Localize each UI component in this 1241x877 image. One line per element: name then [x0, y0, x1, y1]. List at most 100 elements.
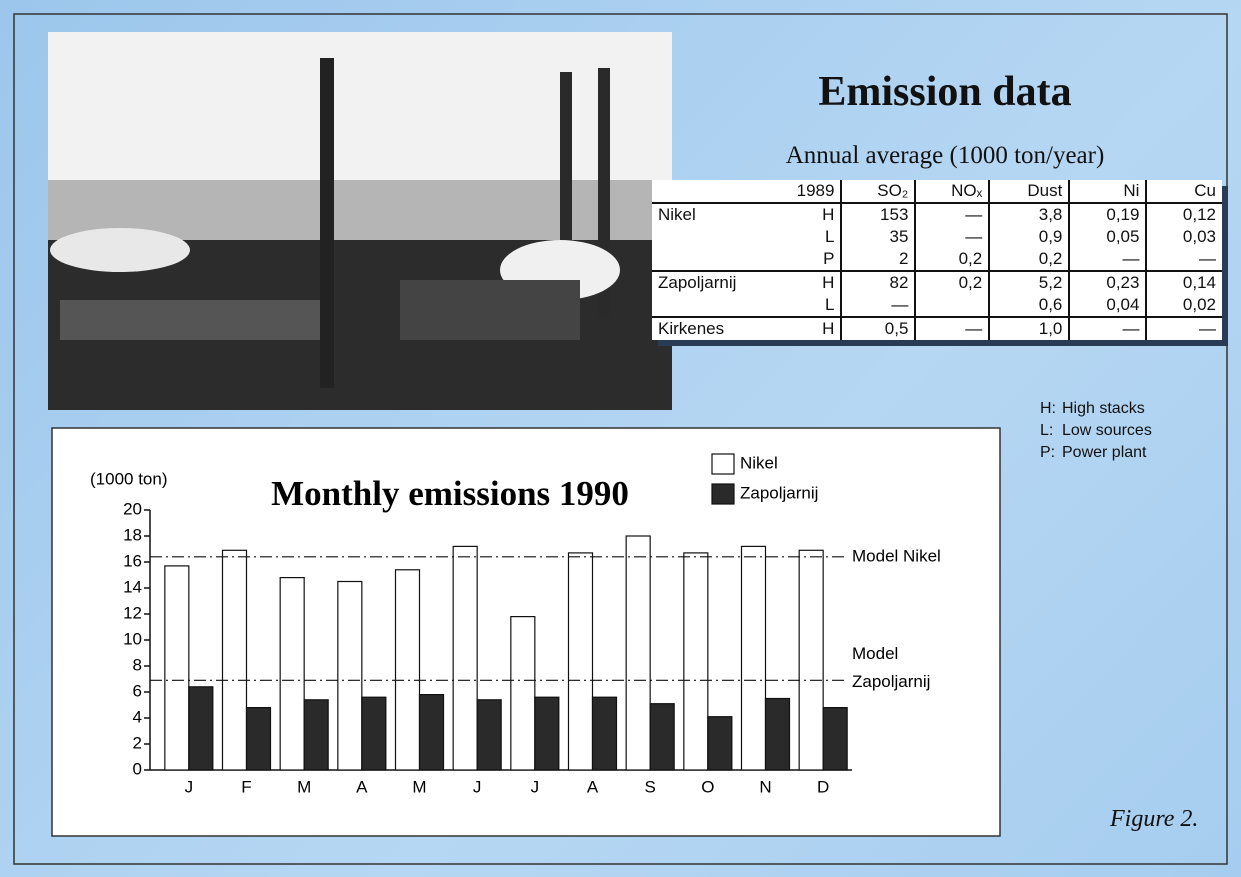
source: P — [823, 249, 835, 268]
cell: 0,03 — [1145, 226, 1222, 248]
cell: 0,04 — [1068, 294, 1147, 317]
y-tick-label: 10 — [123, 629, 142, 648]
table-row: Nikel H 153—3,8 0,19 0,12 — [652, 202, 1222, 226]
y-tick-label: 12 — [123, 603, 142, 622]
y-tick-label: 6 — [133, 681, 142, 700]
cell: 0,2 — [914, 270, 990, 294]
bar — [534, 696, 560, 771]
y-tick-label: 16 — [123, 551, 142, 570]
cell: — — [914, 316, 990, 340]
cell: 0,2 — [914, 248, 990, 271]
bar — [591, 696, 618, 771]
bar — [764, 697, 791, 771]
site — [652, 294, 800, 317]
cell: 1,0 — [988, 316, 1070, 340]
subtitle: Annual average (1000 ton/year) — [785, 142, 1105, 169]
note: L: Low sources — [1040, 420, 1152, 442]
x-tick-label: M — [412, 777, 426, 796]
source: H — [800, 270, 842, 294]
site: Nikel — [652, 202, 801, 226]
bar — [337, 580, 363, 771]
y-tick-label: 8 — [133, 655, 142, 674]
site: Kirkenes — [652, 316, 801, 340]
bar — [798, 549, 824, 771]
table-row: P 2 0,2 0,2— — — [652, 248, 1222, 271]
table-row: Zapoljarnij H 82 0,2 5,2 0,23 0,14 — [652, 270, 1222, 294]
cell: 0,23 — [1068, 270, 1147, 294]
bar — [822, 706, 848, 771]
bar — [683, 552, 709, 771]
cell: — — [914, 202, 990, 226]
x-tick-label: A — [356, 777, 368, 796]
bar — [510, 615, 536, 771]
table-row: Kirkenes H 0,5—1,0— — — [652, 316, 1222, 340]
bar — [245, 706, 272, 771]
frame — [13, 13, 1228, 865]
bar — [418, 693, 445, 771]
chart-title: Monthly emissions 1990 — [271, 474, 629, 513]
legend-swatch — [711, 453, 735, 475]
source: H — [800, 316, 842, 340]
bar — [649, 703, 675, 771]
x-tick-label: J — [185, 777, 194, 796]
title: Emission data — [818, 69, 1072, 115]
cell: 153 — [840, 202, 916, 226]
site — [652, 226, 800, 248]
y-tick-label: 0 — [133, 759, 142, 778]
bar — [452, 545, 478, 771]
cell: 0,9 — [988, 226, 1070, 248]
cell: 0,2 — [988, 248, 1070, 271]
y-axis-label: (1000 ton) — [90, 469, 168, 488]
note-key: H: — [1040, 400, 1056, 417]
cell — [914, 294, 990, 317]
note-text: Power plant — [1062, 444, 1147, 461]
cell: 0,19 — [1068, 202, 1147, 226]
reference-label: Model — [852, 644, 898, 663]
notes: H: High stacks L: Low sources P: Power plant — [1040, 398, 1152, 464]
cell: 82 — [840, 270, 916, 294]
cell: 0,02 — [1145, 294, 1222, 317]
x-tick-label: S — [644, 777, 655, 796]
source: L — [824, 227, 835, 246]
table-row: L 35—0,9 0,05 0,03 — [652, 226, 1222, 248]
cell: 35 — [840, 226, 916, 248]
note: P: Power plant — [1040, 442, 1152, 464]
reference-label: Model Nikel — [852, 546, 941, 565]
source: H — [800, 202, 842, 226]
header-cell: 1989 — [652, 180, 842, 204]
y-tick-label: 2 — [133, 733, 142, 752]
bar — [567, 552, 594, 771]
bar — [394, 569, 421, 771]
cell: 3,8 — [988, 202, 1070, 226]
bar — [361, 696, 387, 771]
table-header: 1989 SO₂ NOₓ Dust Ni Cu — [652, 180, 1222, 204]
header-cell: Cu — [1145, 180, 1222, 204]
legend-label: Zapoljarnij — [740, 483, 818, 502]
cell: 2 — [840, 248, 916, 271]
cell: 5,2 — [988, 270, 1070, 294]
x-tick-label: A — [587, 777, 599, 796]
note-key: L: — [1040, 422, 1054, 439]
cell: — — [914, 226, 990, 248]
y-tick-label: 14 — [123, 577, 142, 596]
cell: 0,05 — [1068, 226, 1147, 248]
note: H: High stacks — [1040, 398, 1152, 420]
legend-swatch — [711, 483, 735, 505]
cell: 0,14 — [1145, 270, 1222, 294]
header-cell: SO₂ — [840, 180, 916, 204]
note-key: P: — [1040, 444, 1056, 461]
bar — [221, 549, 248, 771]
y-tick-label: 4 — [133, 707, 142, 726]
note-text: High stacks — [1062, 400, 1145, 417]
reference-label: Zapoljarnij — [852, 672, 930, 691]
legend-label: Nikel — [740, 453, 778, 472]
cell: — — [1145, 248, 1222, 271]
caption: Figure 2. — [1110, 806, 1199, 832]
bar — [279, 576, 305, 771]
x-tick-label: N — [759, 777, 771, 796]
cell: 0,12 — [1145, 202, 1222, 226]
bar — [707, 716, 733, 771]
photo — [48, 32, 672, 410]
x-tick-label: J — [531, 777, 540, 796]
